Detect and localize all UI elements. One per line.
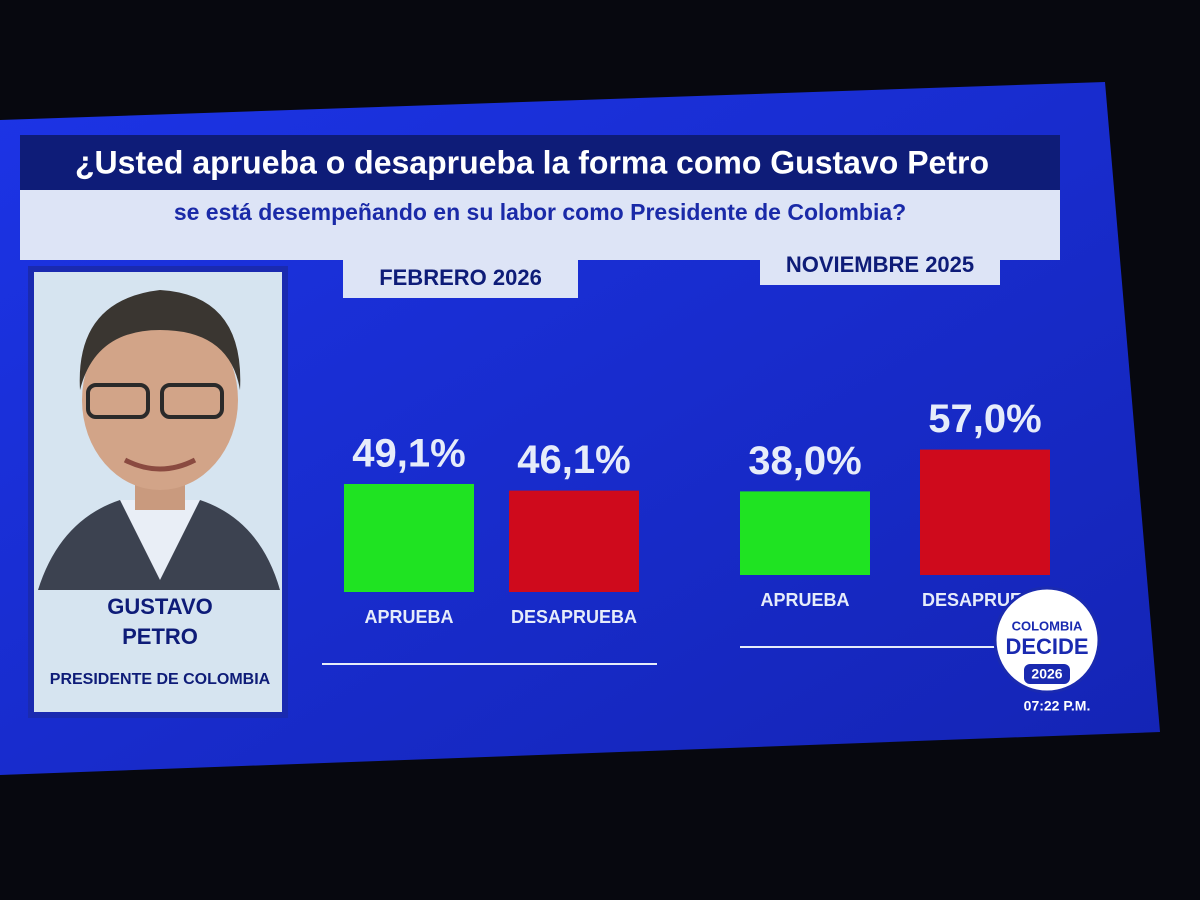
- logo-text: COLOMBIA: [1012, 618, 1083, 633]
- category-label: APRUEBA: [364, 607, 453, 627]
- logo-text: DECIDE: [1005, 634, 1088, 659]
- period-title: NOVIEMBRE 2025: [786, 252, 974, 277]
- period-box: [760, 245, 1000, 285]
- value-label: 57,0%: [928, 397, 1041, 441]
- logo-year-box: [1024, 664, 1070, 684]
- glasses-right: [160, 383, 224, 419]
- category-label: DESAPRUEBA: [511, 607, 637, 627]
- value-label: 38,0%: [748, 439, 861, 483]
- name-line: PETRO: [122, 624, 198, 649]
- clock: 07:22 P.M.: [1024, 698, 1091, 714]
- value-label: 46,1%: [517, 438, 630, 482]
- hair: [79, 290, 241, 390]
- smile: [123, 457, 197, 472]
- logo-badge: [993, 586, 1101, 694]
- glasses-left: [86, 383, 150, 419]
- name-area: [34, 590, 282, 712]
- position: PRESIDENTE DE COLOMBIA: [50, 671, 271, 688]
- period-box: [343, 258, 578, 298]
- bar: [344, 483, 474, 592]
- bar: [509, 490, 639, 592]
- title-band: [20, 135, 1060, 193]
- bar: [920, 449, 1050, 575]
- category-label: APRUEBA: [760, 590, 849, 610]
- portrait: [38, 290, 280, 590]
- logo-text: 2026: [1031, 666, 1062, 682]
- bar: [740, 491, 870, 575]
- subtitle: se está desempeñando en su labor como Pr…: [174, 199, 906, 225]
- name-line: GUSTAVO: [107, 594, 213, 619]
- value-label: 49,1%: [352, 432, 465, 476]
- title: ¿Usted aprueba o desaprueba la forma com…: [75, 144, 989, 180]
- period-title: FEBRERO 2026: [379, 265, 542, 290]
- shirt: [120, 500, 200, 580]
